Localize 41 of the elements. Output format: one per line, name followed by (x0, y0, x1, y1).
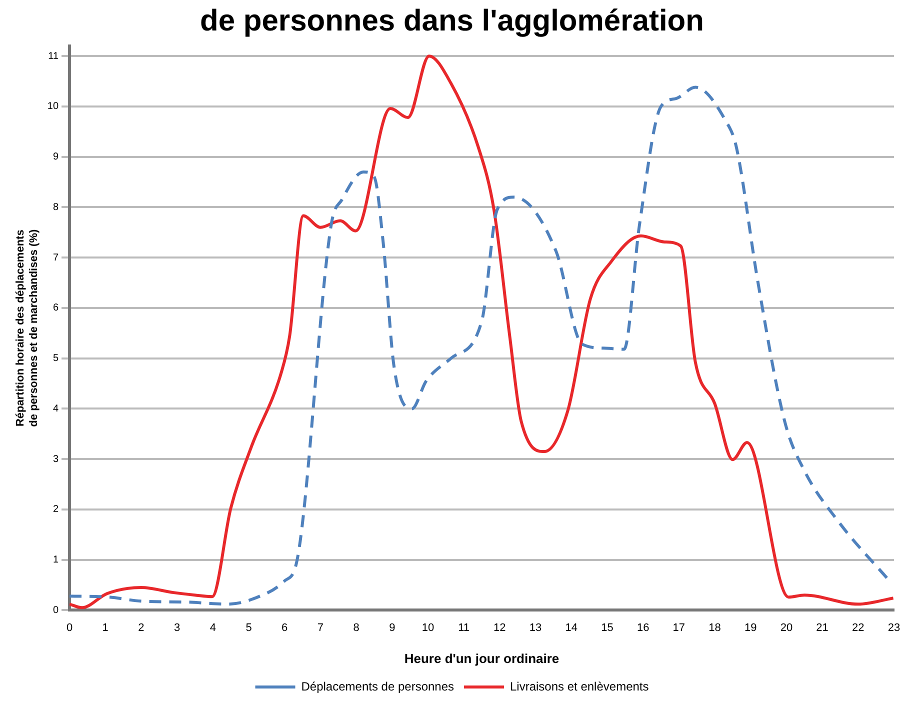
x-axis-title: Heure d'un jour ordinaire (404, 650, 560, 666)
y-tick-label: 6 (52, 302, 59, 314)
y-tick-label: 4 (52, 403, 59, 414)
x-tick-label: 0 (66, 622, 73, 634)
x-tick-label: 11 (458, 622, 470, 634)
x-tick-label: 1 (102, 622, 108, 634)
y-tick-label: 5 (52, 353, 59, 364)
y-axis-title: Répartition horaire des déplacements de personnes et de marchandises (%) (14, 229, 40, 427)
x-tick-label: 6 (282, 622, 288, 634)
x-tick-label: 2 (138, 622, 144, 634)
legend-label: Livraisons et enlèvements (510, 679, 649, 694)
x-tick-label: 22 (852, 622, 864, 634)
x-tick-label: 17 (672, 622, 686, 634)
x-tick-label: 16 (636, 622, 650, 634)
x-tick-label: 12 (494, 622, 506, 634)
x-tick-label: 18 (708, 622, 721, 634)
x-tick-label: 8 (353, 622, 360, 634)
y-tick-label: 2 (52, 504, 59, 516)
x-tick-label: 14 (565, 622, 578, 634)
x-tick-label: 20 (780, 622, 793, 634)
y-tick-label: 3 (52, 454, 59, 465)
x-tick-label: 19 (744, 622, 757, 634)
y-tick-label: 7 (52, 252, 59, 264)
y-tick-label: 1 (52, 554, 59, 566)
x-tick-label: 7 (317, 622, 324, 634)
x-tick-label: 10 (422, 622, 434, 634)
y-tick-label: 11 (48, 50, 59, 62)
y-tick-label: 8 (52, 202, 59, 213)
x-tick-label: 21 (816, 622, 828, 634)
x-tick-label: 13 (529, 622, 542, 634)
x-tick-label: 5 (246, 622, 252, 634)
legend-label: Déplacements de personnes (301, 679, 454, 694)
y-tick-label: 10 (47, 101, 59, 112)
chart-title: de personnes dans l'agglomération (200, 4, 704, 38)
y-tick-label: 9 (52, 152, 59, 163)
x-tick-label: 9 (389, 622, 396, 634)
x-tick-label: 23 (888, 622, 900, 634)
x-tick-label: 4 (210, 622, 216, 634)
x-tick-label: 15 (601, 622, 614, 634)
x-tick-label: 3 (174, 622, 180, 634)
y-tick-label: 0 (52, 604, 59, 616)
